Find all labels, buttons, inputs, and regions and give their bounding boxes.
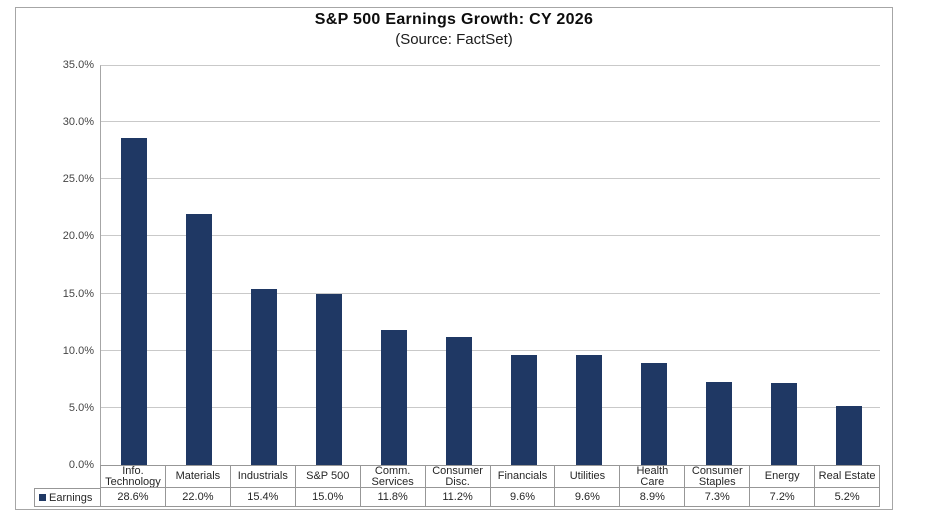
y-axis-tick-label: 10.0% xyxy=(62,344,94,357)
bar-financials xyxy=(510,355,537,465)
bar-consumer-staples xyxy=(705,381,732,465)
category-label-industrials: Industrials xyxy=(231,466,296,487)
earnings-value-financials: 9.6% xyxy=(491,488,556,506)
gridline xyxy=(101,292,880,294)
category-label-line: Services xyxy=(371,475,414,487)
category-label-energy: Energy xyxy=(750,466,816,487)
y-axis-tick-label: 15.0% xyxy=(62,287,94,300)
category-label-consumer-disc: Consumer Disc. xyxy=(426,466,491,487)
plot-area xyxy=(100,65,880,465)
y-axis-tick-label: 30.0% xyxy=(62,116,94,129)
earnings-value-consumer-disc: 11.2% xyxy=(426,488,491,506)
category-label-line: Consumer xyxy=(432,466,483,477)
category-label-line: Technology xyxy=(105,475,161,487)
category-axis-table-row: Info. Technology Materials Industrials S&P 5… xyxy=(100,465,881,488)
y-axis-tick-label: 5.0% xyxy=(68,401,94,414)
bar-industrials xyxy=(250,289,277,465)
category-label-info-technology: Info. Technology xyxy=(101,466,166,487)
category-label-line: Care xyxy=(640,475,665,487)
legend-label: Earnings xyxy=(49,491,93,504)
category-label-line: Energy xyxy=(764,470,800,482)
legend: Earnings xyxy=(34,488,100,507)
data-table-values-row: 28.6% 22.0% 15.4% 15.0% 11.8% 11.2% 9.6% 9.6% 8.… xyxy=(100,488,881,507)
bar-health-care xyxy=(640,363,667,465)
earnings-value-materials: 22.0% xyxy=(166,488,231,506)
category-label-line: Disc. xyxy=(445,475,470,487)
category-label-line: Materials xyxy=(175,470,221,482)
category-label-consumer-staples: Consumer Staples xyxy=(685,466,751,487)
chart-subtitle: (Source: FactSet) xyxy=(395,31,513,48)
category-label-line: Comm. xyxy=(374,466,411,477)
category-label-comm-services: Comm. Services xyxy=(361,466,426,487)
category-label-line: Consumer xyxy=(691,466,743,477)
category-label-s-p-500: S&P 500 xyxy=(296,466,361,487)
category-label-line: Health xyxy=(636,466,669,477)
earnings-value-info-technology: 28.6% xyxy=(101,488,166,506)
category-label-line: Utilities xyxy=(569,470,606,482)
bar-comm-services xyxy=(380,330,407,465)
category-label-utilities: Utilities xyxy=(555,466,621,487)
bar-energy xyxy=(770,382,797,465)
category-label-line: Info. xyxy=(122,466,144,477)
gridline xyxy=(101,235,880,237)
bar-info-technology xyxy=(120,138,147,465)
earnings-value-consumer-staples: 7.3% xyxy=(685,488,751,506)
bar-utilities xyxy=(575,355,602,465)
chart-title: S&P 500 Earnings Growth: CY 2026 xyxy=(314,11,594,28)
category-label-line: S&P 500 xyxy=(306,470,350,482)
earnings-value-industrials: 15.4% xyxy=(231,488,296,506)
earnings-value-real-estate: 5.2% xyxy=(815,488,881,506)
bar-consumer-disc xyxy=(445,337,472,465)
bar-real-estate xyxy=(835,405,862,465)
earnings-value-energy: 7.2% xyxy=(750,488,816,506)
earnings-series-marker-icon xyxy=(39,494,46,501)
category-label-real-estate: Real Estate xyxy=(815,466,881,487)
y-axis-tick-label: 0.0% xyxy=(68,459,94,471)
y-axis-tick-label: 25.0% xyxy=(62,173,94,186)
category-label-line: Real Estate xyxy=(818,470,876,482)
category-label-line: Staples xyxy=(698,475,736,487)
earnings-value-health-care: 8.9% xyxy=(620,488,686,506)
bar-materials xyxy=(185,213,212,465)
category-label-health-care: Health Care xyxy=(620,466,686,487)
category-label-line: Industrials xyxy=(237,470,288,482)
earnings-value-utilities: 9.6% xyxy=(555,488,621,506)
gridline xyxy=(101,178,880,180)
earnings-value-s-p-500: 15.0% xyxy=(296,488,361,506)
category-label-materials: Materials xyxy=(166,466,231,487)
earnings-value-comm-services: 11.8% xyxy=(361,488,426,506)
y-axis-tick-label: 35.0% xyxy=(62,59,94,71)
category-label-financials: Financials xyxy=(491,466,556,487)
category-label-line: Financials xyxy=(497,470,548,482)
bar-s-p-500 xyxy=(315,293,342,465)
y-axis-tick-label: 20.0% xyxy=(62,230,94,243)
gridline xyxy=(101,406,880,408)
gridline xyxy=(101,349,880,351)
gridline xyxy=(101,121,880,123)
